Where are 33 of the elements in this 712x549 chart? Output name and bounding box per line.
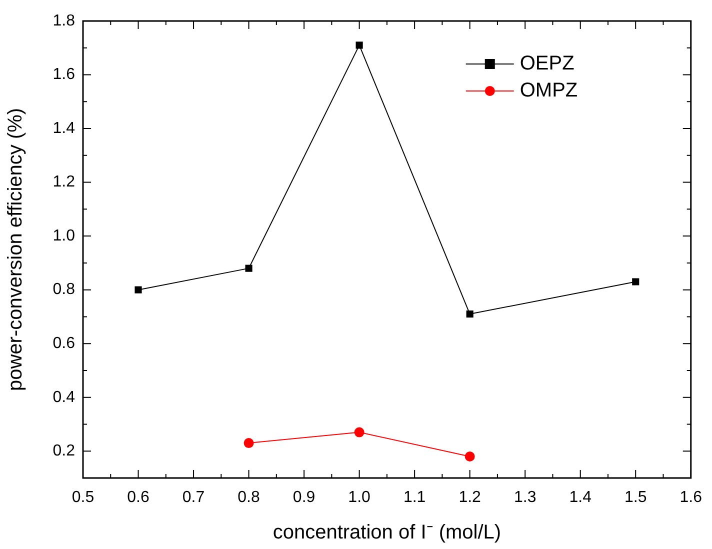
y-tick-label: 1.0	[52, 227, 76, 244]
x-tick-label: 1.5	[624, 489, 647, 506]
x-tick-label: 1.1	[403, 489, 426, 506]
y-tick-label: 0.6	[52, 334, 76, 352]
point	[244, 438, 254, 448]
x-tick-label: 0.9	[292, 489, 316, 506]
x-tick-label: 0.8	[238, 489, 260, 506]
y-tick-label: 1.4	[52, 120, 76, 137]
x-tick-label: 1.0	[348, 489, 371, 506]
y-tick-label: 0.4	[52, 388, 76, 406]
point	[354, 427, 364, 438]
point	[134, 286, 142, 294]
y-tick-label: 1.2	[52, 174, 76, 191]
y-tick-label: 0.2	[52, 442, 76, 460]
x-tick-label: 1.6	[680, 489, 702, 506]
x-axis-title: concentration of I⁻ (mol/L)	[272, 522, 502, 544]
legend-label: OMPZ	[520, 80, 578, 102]
x-tick-label: 1.3	[514, 489, 536, 506]
point	[245, 264, 252, 272]
point	[464, 451, 475, 462]
x-tick-label: 0.5	[72, 489, 94, 506]
point	[356, 42, 363, 49]
y-tick-label: 1.6	[52, 66, 76, 84]
y-tick-label: 0.8	[52, 281, 76, 298]
x-tick-label: 0.6	[127, 489, 150, 506]
x-tick-label: 1.2	[458, 489, 482, 506]
point	[466, 310, 474, 318]
x-tick-label: 0.7	[182, 489, 205, 506]
y-tick-label: 1.8	[52, 12, 76, 30]
y-axis-title: power-conversion efficiency (%)	[4, 108, 27, 392]
x-tick-label: 1.4	[569, 489, 592, 506]
legend-label: OEPZ	[520, 52, 574, 75]
point	[632, 278, 640, 286]
